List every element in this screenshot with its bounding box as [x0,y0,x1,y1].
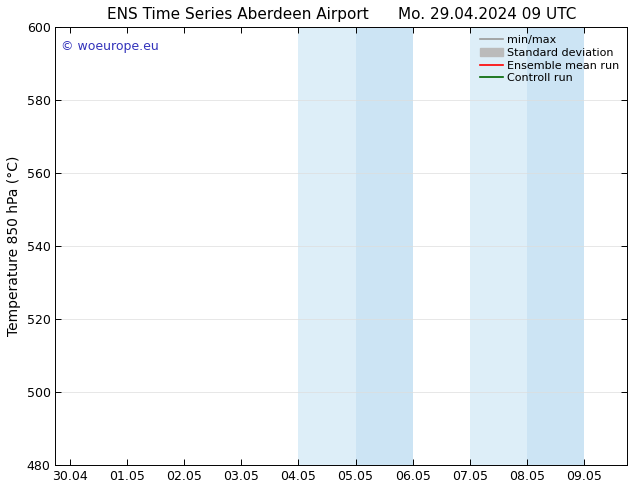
Bar [299,27,356,465]
Bar [470,27,527,465]
Title: ENS Time Series Aberdeen Airport      Mo. 29.04.2024 09 UTC: ENS Time Series Aberdeen Airport Mo. 29.… [107,7,576,22]
Legend: min/max, Standard deviation, Ensemble mean run, Controll run: min/max, Standard deviation, Ensemble me… [478,33,621,86]
Y-axis label: Temperature 850 hPa (°C): Temperature 850 hPa (°C) [7,156,21,337]
Text: © woeurope.eu: © woeurope.eu [61,40,159,53]
Bar [356,27,413,465]
Bar [527,27,584,465]
